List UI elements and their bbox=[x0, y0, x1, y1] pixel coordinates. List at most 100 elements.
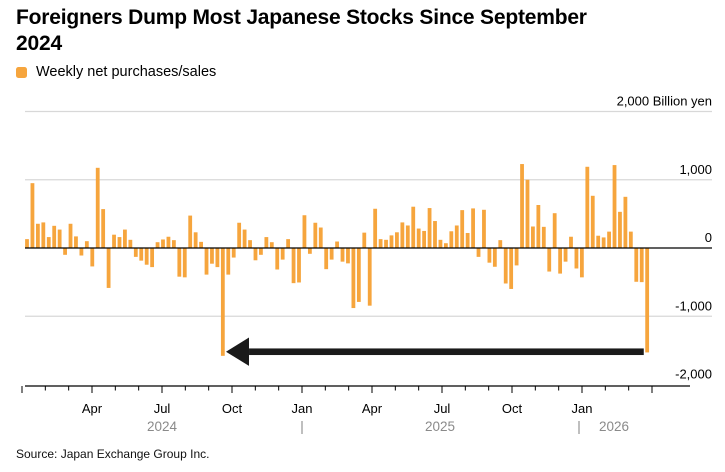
bar bbox=[465, 232, 470, 248]
bar bbox=[52, 225, 57, 248]
source-credit: Source: Japan Exchange Group Inc. bbox=[16, 447, 210, 461]
bar bbox=[237, 222, 242, 248]
bar bbox=[215, 248, 220, 268]
bar bbox=[74, 236, 78, 248]
bar bbox=[400, 222, 405, 248]
bar bbox=[226, 248, 231, 275]
bar bbox=[117, 237, 122, 248]
bar bbox=[242, 229, 247, 248]
bar bbox=[574, 248, 579, 269]
bar bbox=[585, 166, 590, 248]
annotation-arrow-shaft bbox=[249, 348, 644, 356]
bar bbox=[57, 229, 62, 248]
bar bbox=[433, 221, 437, 248]
bar bbox=[520, 164, 524, 248]
bar bbox=[106, 248, 111, 288]
legend-swatch-icon bbox=[16, 66, 27, 78]
bar bbox=[378, 239, 383, 248]
bar bbox=[618, 211, 622, 248]
bar bbox=[525, 179, 530, 248]
y-axis-label: -1,000 bbox=[675, 298, 712, 313]
bar bbox=[476, 248, 481, 257]
bar bbox=[101, 209, 106, 248]
x-axis-label: Apr bbox=[362, 401, 383, 416]
x-axis-label: Jan bbox=[572, 401, 593, 416]
x-axis-label: Apr bbox=[82, 401, 103, 416]
bar bbox=[590, 195, 595, 248]
bar bbox=[346, 248, 350, 264]
bar bbox=[498, 240, 503, 248]
bar bbox=[41, 222, 46, 248]
bar bbox=[509, 248, 514, 289]
x-axis-label: Oct bbox=[502, 401, 523, 416]
year-label: 2025 bbox=[425, 419, 455, 434]
bar bbox=[139, 248, 144, 261]
bar bbox=[313, 222, 318, 248]
bar bbox=[30, 183, 35, 248]
year-label: 2026 bbox=[599, 419, 629, 434]
bar bbox=[155, 242, 160, 248]
bar bbox=[471, 208, 475, 248]
bar bbox=[79, 248, 84, 256]
bar bbox=[395, 232, 399, 248]
bar bbox=[623, 196, 628, 248]
bar bbox=[351, 248, 356, 309]
bar bbox=[128, 239, 133, 248]
y-axis-label: 0 bbox=[705, 230, 712, 245]
bar bbox=[188, 215, 193, 248]
bar bbox=[90, 248, 95, 267]
bar bbox=[133, 248, 138, 257]
bar bbox=[427, 208, 432, 248]
chart-title: Foreigners Dump Most Japanese Stocks Sin… bbox=[16, 6, 587, 55]
bar bbox=[25, 239, 29, 248]
bar bbox=[204, 248, 209, 275]
bar bbox=[335, 241, 339, 248]
bar bbox=[286, 239, 291, 248]
bar bbox=[536, 205, 541, 248]
bar bbox=[161, 239, 165, 248]
bar bbox=[150, 248, 155, 268]
y-axis-label: 2,000 Billion yen bbox=[617, 94, 712, 109]
bar bbox=[84, 241, 89, 248]
bar bbox=[405, 225, 410, 248]
bar bbox=[454, 225, 459, 248]
bar bbox=[531, 226, 535, 248]
x-axis-label: Oct bbox=[222, 401, 243, 416]
bar bbox=[231, 248, 236, 258]
bar bbox=[193, 232, 198, 248]
bar bbox=[558, 248, 563, 274]
bar bbox=[416, 228, 421, 248]
bar bbox=[607, 231, 611, 248]
bar bbox=[307, 248, 312, 254]
bar bbox=[569, 236, 573, 248]
bar bbox=[492, 248, 497, 267]
bar bbox=[547, 248, 552, 272]
annotation-arrow-head bbox=[226, 337, 249, 366]
bar bbox=[177, 248, 182, 277]
bar bbox=[248, 240, 252, 248]
bar bbox=[552, 213, 557, 248]
bar bbox=[302, 215, 307, 248]
bar bbox=[373, 208, 378, 248]
bar bbox=[389, 235, 394, 248]
bar bbox=[384, 239, 388, 248]
bar bbox=[68, 223, 73, 248]
bar bbox=[35, 223, 40, 248]
bar bbox=[280, 248, 285, 260]
bar bbox=[269, 242, 274, 248]
bar bbox=[443, 243, 448, 248]
bar bbox=[612, 165, 617, 248]
bar bbox=[487, 248, 492, 263]
x-axis-label: Jul bbox=[434, 401, 451, 416]
bar bbox=[411, 206, 416, 248]
bar bbox=[210, 248, 214, 264]
bar bbox=[596, 235, 601, 248]
bar bbox=[634, 248, 639, 282]
bar bbox=[541, 226, 546, 248]
bar bbox=[563, 248, 568, 262]
bar bbox=[264, 237, 269, 248]
bar bbox=[324, 248, 329, 270]
bar bbox=[422, 230, 427, 248]
bar bbox=[275, 248, 280, 270]
